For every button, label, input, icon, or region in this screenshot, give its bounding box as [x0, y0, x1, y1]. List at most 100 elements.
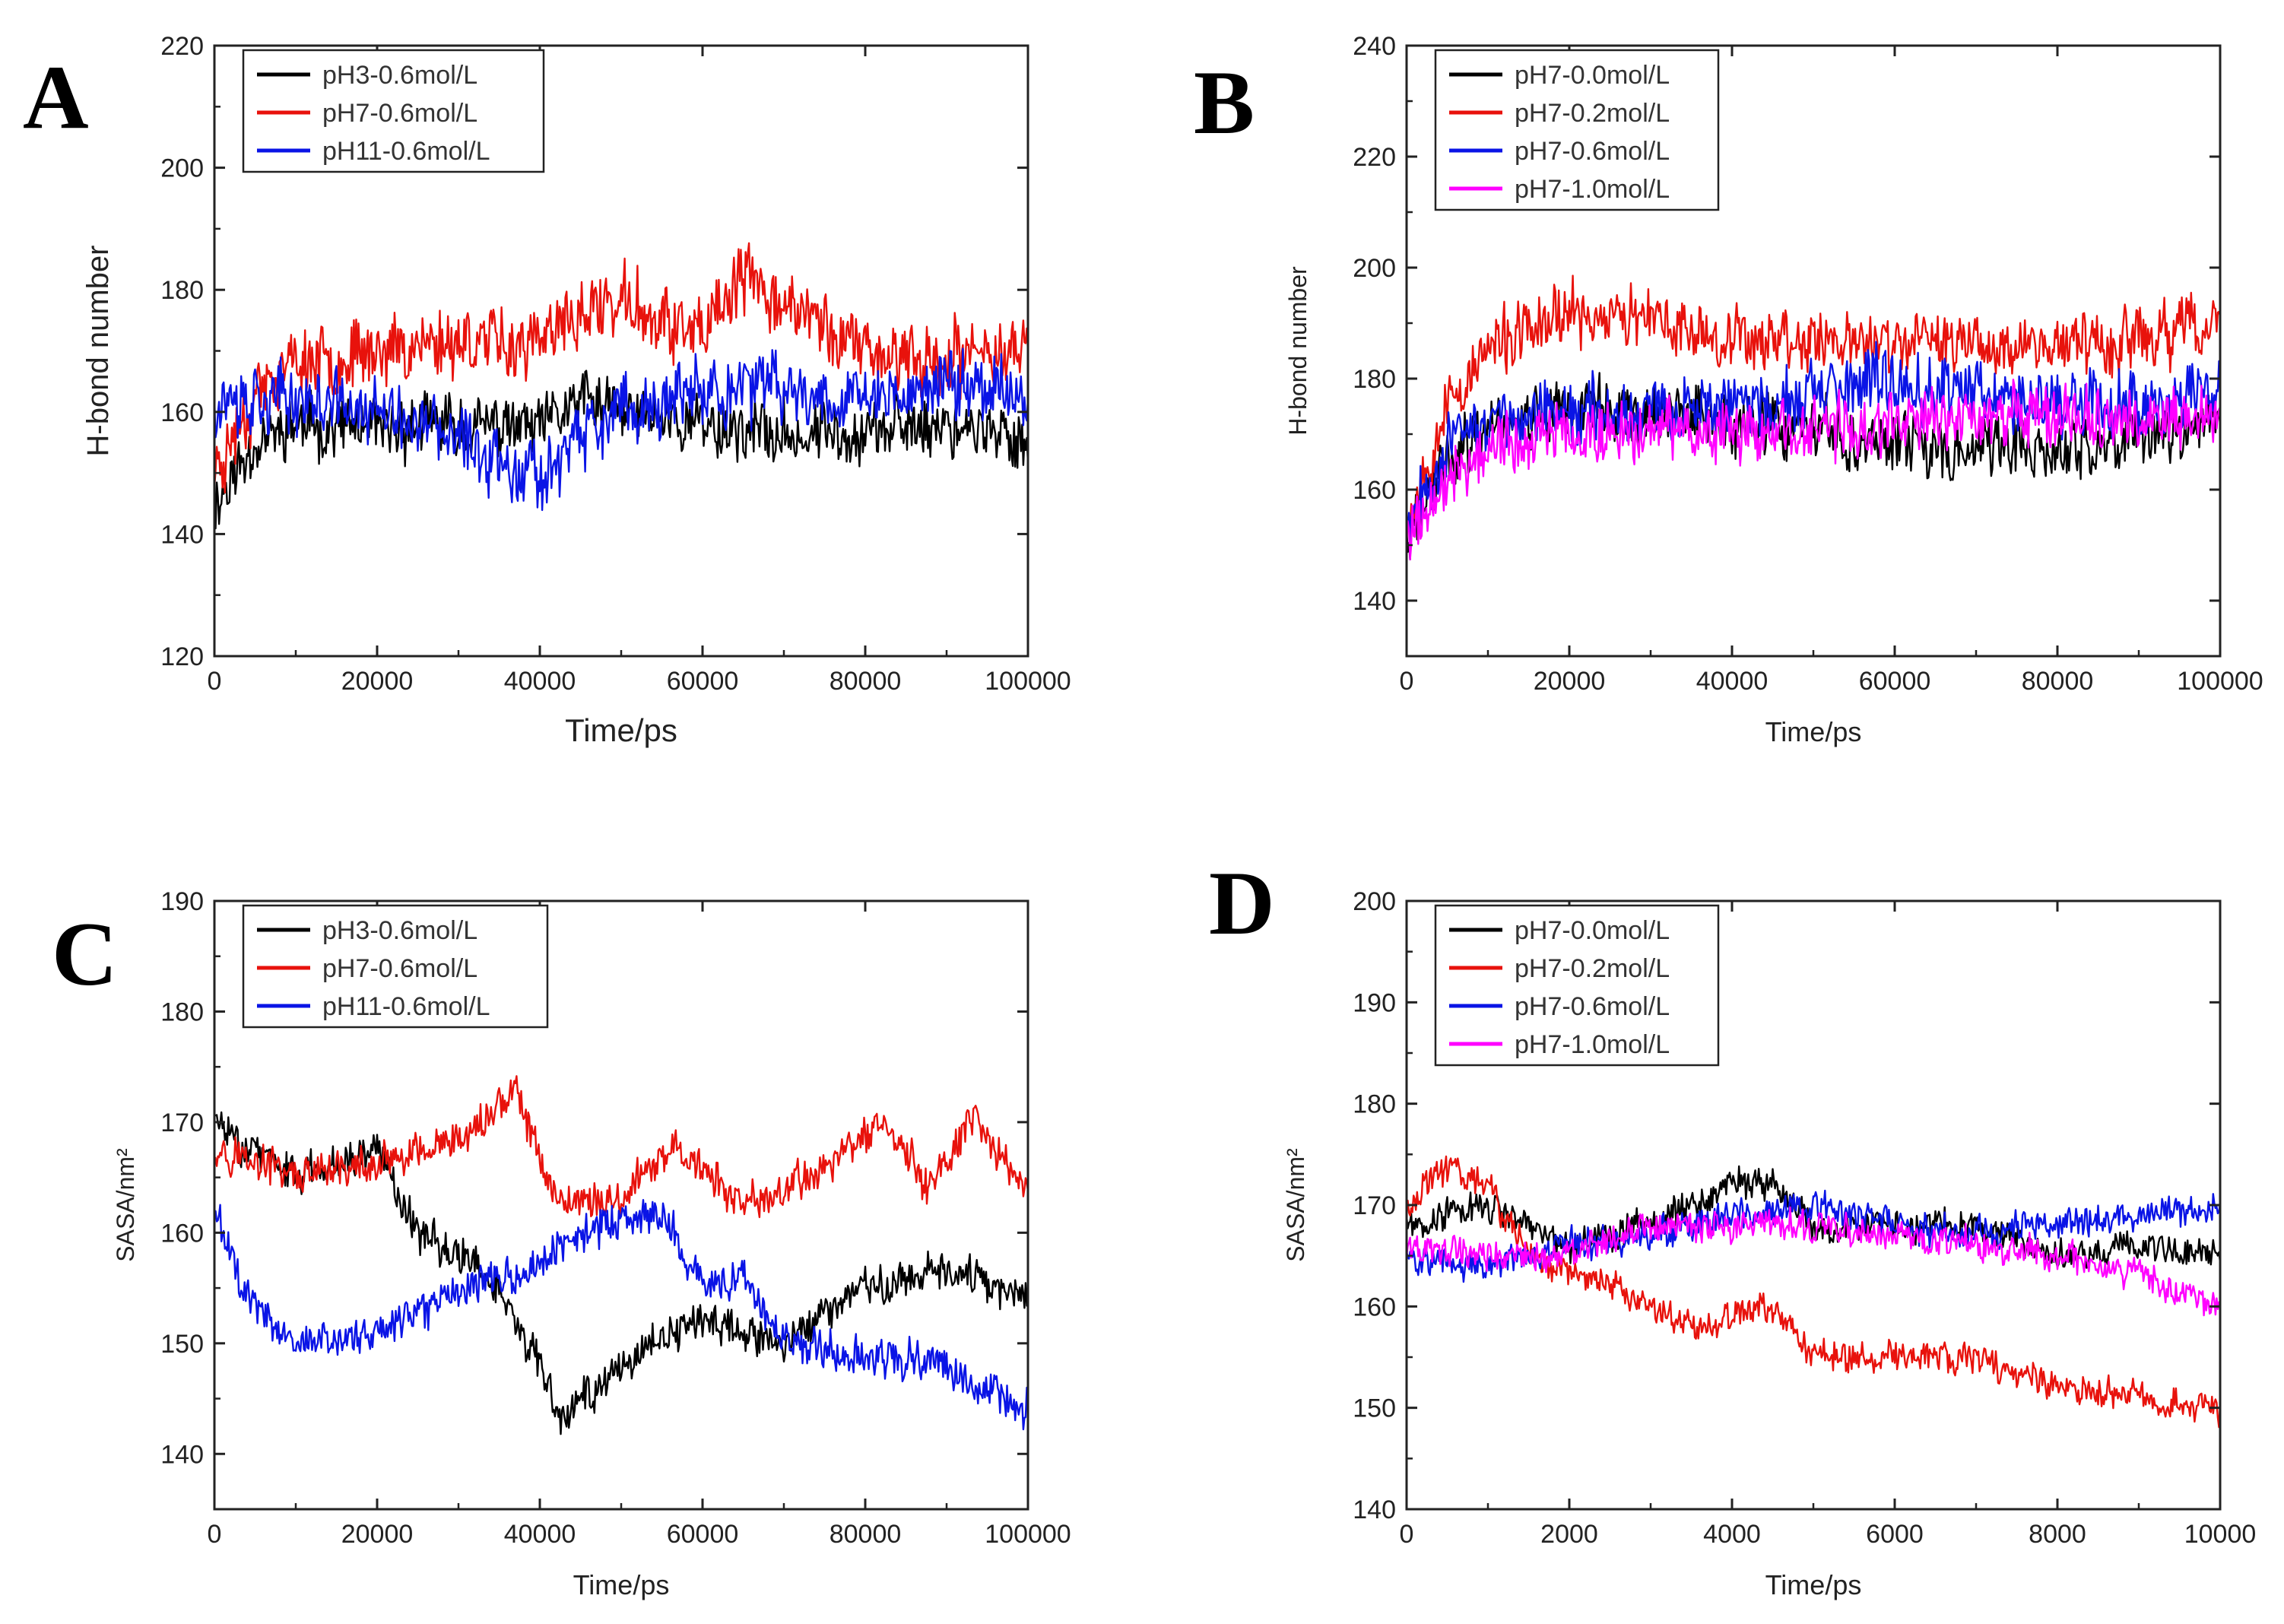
chart-panel-b: B 0 20000 40000 60000 80000 100000 140 160 180 200… — [1194, 32, 2263, 747]
legend-label: pH7-0.6mol/L — [1515, 992, 1670, 1021]
x-axis-title: Time/ps — [565, 712, 677, 748]
y-tick-label: 240 — [1353, 32, 1396, 61]
legend-label: pH11-0.6mol/L — [322, 137, 490, 166]
y-tick-label: 220 — [160, 32, 204, 61]
y-tick-label: 160 — [160, 1219, 204, 1248]
legend-label: pH7-0.2mol/L — [1515, 954, 1670, 983]
legend-label: pH3-0.6mol/L — [322, 916, 477, 945]
legend: pH3-0.6mol/L pH7-0.6mol/L pH11-0.6mol/L — [242, 49, 545, 173]
x-tick-label: 100000 — [985, 1520, 1071, 1549]
legend: pH7-0.0mol/L pH7-0.2mol/L pH7-0.6mol/L pH7-… — [1434, 49, 1720, 211]
x-tick-label: 20000 — [1534, 667, 1606, 696]
x-tick-label: 40000 — [504, 667, 576, 696]
y-axis-title: SASA/nm² — [112, 1148, 139, 1262]
y-tick-label: 160 — [160, 398, 204, 427]
x-tick-label: 20000 — [341, 667, 414, 696]
plot-area — [214, 242, 1028, 530]
chart-panel-a: A 0 20000 40000 60000 80000 100000 120 140 160 180… — [23, 32, 1071, 748]
x-tick-label: 10000 — [2184, 1520, 2257, 1549]
legend: pH7-0.0mol/L pH7-0.2mol/L pH7-0.6mol/L pH7-… — [1434, 904, 1720, 1067]
plot-area — [1407, 1155, 2220, 1429]
x-tick-label: 80000 — [830, 1520, 902, 1549]
x-tick-label: 100000 — [985, 667, 1071, 696]
x-tick-label: 40000 — [504, 1520, 576, 1549]
plot-area — [1407, 274, 2220, 561]
legend-label: pH7-0.2mol/L — [1515, 99, 1670, 128]
legend-box — [1434, 49, 1720, 211]
x-tick-label: 80000 — [830, 667, 902, 696]
x-tick-label: 40000 — [1696, 667, 1769, 696]
y-tick-label: 140 — [160, 1440, 204, 1469]
x-axis-title: Time/ps — [1765, 716, 1862, 747]
legend-label: pH7-0.6mol/L — [322, 99, 477, 128]
legend: pH3-0.6mol/L pH7-0.6mol/L pH11-0.6mol/L — [242, 904, 549, 1029]
x-tick-label: 0 — [1400, 667, 1414, 696]
y-tick-label: 160 — [1353, 476, 1396, 505]
y-tick-label: 140 — [1353, 1496, 1396, 1524]
y-tick-label: 170 — [1353, 1191, 1396, 1220]
y-tick-label: 160 — [1353, 1293, 1396, 1321]
series-line-1 — [1407, 1165, 2220, 1269]
legend-label: pH7-1.0mol/L — [1515, 1030, 1670, 1059]
y-tick-label: 180 — [160, 276, 204, 305]
panel-label: A — [23, 46, 89, 147]
y-tick-label: 200 — [1353, 887, 1396, 916]
series-line-4 — [1407, 1206, 2220, 1317]
x-tick-label: 0 — [208, 1520, 222, 1549]
y-tick-label: 150 — [160, 1330, 204, 1359]
x-tick-label: 20000 — [341, 1520, 414, 1549]
y-tick-label: 140 — [1353, 587, 1396, 616]
series-line-3 — [214, 1199, 1028, 1431]
legend-label: pH7-0.0mol/L — [1515, 61, 1670, 90]
chart-panel-d: D 0 2000 4000 6000 8000 10000 140 150 160 170 180 19… — [1209, 852, 2256, 1600]
y-tick-label: 120 — [160, 642, 204, 671]
y-tick-label: 180 — [1353, 1090, 1396, 1119]
series-line-2 — [1407, 274, 2220, 544]
y-tick-label: 200 — [1353, 254, 1396, 283]
y-tick-label: 150 — [1353, 1394, 1396, 1423]
chart-panel-c: C 0 20000 40000 60000 80000 100000 140 150 160 170… — [52, 887, 1071, 1600]
y-tick-label: 200 — [160, 154, 204, 183]
legend-label: pH7-0.6mol/L — [1515, 137, 1670, 166]
y-tick-label: 190 — [1353, 988, 1396, 1017]
x-tick-label: 60000 — [667, 667, 739, 696]
x-tick-label: 100000 — [2177, 667, 2263, 696]
panel-label: C — [52, 903, 118, 1004]
x-tick-label: 0 — [1400, 1520, 1414, 1549]
y-axis-title: H-bond number — [1284, 266, 1312, 436]
legend-label: pH11-0.6mol/L — [322, 992, 490, 1021]
legend-label: pH3-0.6mol/L — [322, 61, 477, 90]
panel-label: B — [1194, 52, 1255, 153]
legend-label: pH7-1.0mol/L — [1515, 175, 1670, 204]
series-line-4 — [1407, 379, 2220, 561]
x-axis-title: Time/ps — [573, 1569, 670, 1600]
x-tick-label: 0 — [208, 667, 222, 696]
y-axis-title: SASA/nm² — [1282, 1148, 1309, 1262]
x-tick-label: 60000 — [667, 1520, 739, 1549]
y-axis-title: H-bond number — [81, 246, 115, 457]
x-tick-label: 8000 — [2029, 1520, 2086, 1549]
legend-label: pH7-0.0mol/L — [1515, 916, 1670, 945]
y-tick-label: 180 — [1353, 365, 1396, 394]
x-axis-title: Time/ps — [1765, 1569, 1862, 1600]
legend-label: pH7-0.6mol/L — [322, 954, 477, 983]
x-tick-label: 6000 — [1866, 1520, 1924, 1549]
legend-box — [1434, 904, 1720, 1067]
y-tick-label: 180 — [160, 998, 204, 1026]
series-line-1 — [214, 1111, 1028, 1435]
x-tick-label: 80000 — [2022, 667, 2094, 696]
y-tick-label: 220 — [1353, 143, 1396, 172]
plot-area — [214, 1075, 1028, 1435]
y-tick-label: 190 — [160, 887, 204, 916]
x-tick-label: 60000 — [1859, 667, 1931, 696]
series-line-2 — [214, 242, 1028, 494]
x-tick-label: 2000 — [1540, 1520, 1598, 1549]
series-line-2 — [1407, 1155, 2220, 1429]
x-tick-label: 4000 — [1703, 1520, 1761, 1549]
series-line-2 — [214, 1075, 1028, 1219]
panel-label: D — [1209, 852, 1275, 953]
y-tick-label: 170 — [160, 1109, 204, 1137]
series-line-3 — [214, 347, 1028, 512]
y-tick-label: 140 — [160, 520, 204, 549]
